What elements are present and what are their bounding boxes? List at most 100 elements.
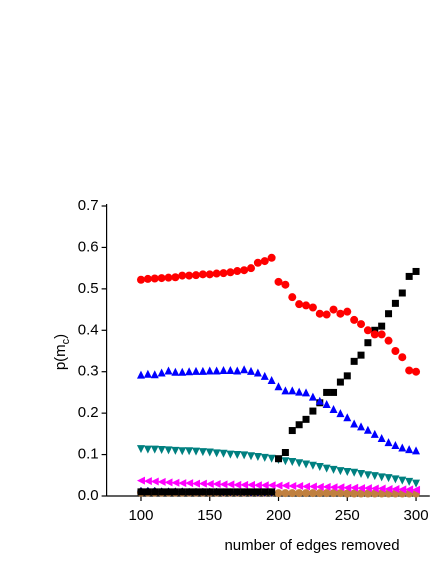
point — [343, 483, 352, 492]
point — [336, 483, 345, 492]
point — [377, 330, 386, 339]
point — [295, 489, 304, 498]
point — [274, 481, 283, 490]
point — [150, 370, 159, 379]
point — [384, 438, 393, 447]
point — [350, 483, 359, 492]
point — [336, 409, 345, 418]
point — [150, 477, 159, 486]
point — [350, 357, 358, 365]
point — [164, 273, 173, 282]
point — [329, 305, 338, 314]
point — [226, 268, 235, 277]
point — [247, 452, 256, 461]
point — [370, 330, 379, 339]
point — [185, 447, 194, 456]
point — [322, 400, 331, 409]
point — [343, 307, 352, 316]
point — [191, 479, 200, 488]
point — [171, 488, 179, 496]
point — [226, 366, 235, 375]
point — [233, 366, 242, 375]
point — [350, 315, 359, 324]
point — [164, 366, 173, 375]
point — [398, 485, 407, 494]
point — [363, 326, 372, 335]
point — [267, 376, 276, 384]
point — [405, 485, 414, 494]
point — [295, 421, 303, 429]
point — [268, 488, 276, 496]
point — [150, 445, 159, 454]
point — [295, 459, 304, 468]
point — [136, 445, 145, 454]
point — [198, 366, 207, 375]
point — [281, 280, 290, 289]
point — [384, 484, 393, 493]
point — [302, 482, 311, 491]
point — [191, 271, 200, 280]
point — [288, 427, 296, 435]
point — [240, 451, 249, 460]
point — [308, 482, 317, 491]
point — [171, 446, 180, 455]
point — [220, 488, 228, 496]
x-tick-label: 150 — [197, 507, 222, 524]
y-axis-label: p(mc) — [52, 334, 72, 370]
point — [137, 488, 145, 496]
y-tick-label: 0.0 — [78, 487, 99, 504]
point — [329, 483, 338, 492]
point — [343, 372, 351, 380]
point — [185, 479, 194, 488]
point — [191, 447, 200, 456]
point — [205, 270, 214, 279]
point — [336, 467, 345, 476]
point — [398, 476, 407, 485]
point — [391, 441, 400, 450]
point — [357, 351, 365, 359]
point — [178, 367, 187, 376]
point — [295, 387, 304, 396]
point — [233, 267, 242, 276]
point — [330, 388, 338, 396]
point — [363, 484, 372, 493]
point — [363, 425, 372, 434]
point — [322, 489, 331, 498]
point — [308, 303, 317, 312]
point — [288, 293, 297, 302]
point — [350, 419, 359, 428]
point — [136, 275, 145, 284]
point — [261, 488, 269, 496]
point — [219, 480, 228, 489]
point — [240, 266, 249, 275]
point — [329, 465, 338, 474]
point — [384, 474, 393, 483]
point — [281, 457, 290, 466]
point — [412, 367, 421, 376]
point — [267, 253, 276, 262]
point — [281, 481, 290, 490]
point — [274, 382, 283, 391]
point — [391, 299, 399, 307]
point — [329, 489, 338, 498]
point — [288, 386, 297, 395]
point — [143, 274, 152, 283]
point — [343, 489, 352, 498]
point — [150, 274, 159, 283]
point — [315, 482, 324, 491]
point — [143, 369, 152, 378]
point — [157, 274, 166, 283]
point — [260, 371, 269, 380]
point — [343, 413, 352, 422]
point — [253, 368, 262, 377]
point — [164, 446, 173, 455]
point — [185, 488, 193, 496]
point — [412, 485, 421, 494]
point — [254, 488, 262, 496]
point — [302, 415, 310, 423]
point — [350, 489, 359, 498]
point — [281, 489, 290, 498]
point — [240, 488, 248, 496]
point — [275, 455, 283, 463]
